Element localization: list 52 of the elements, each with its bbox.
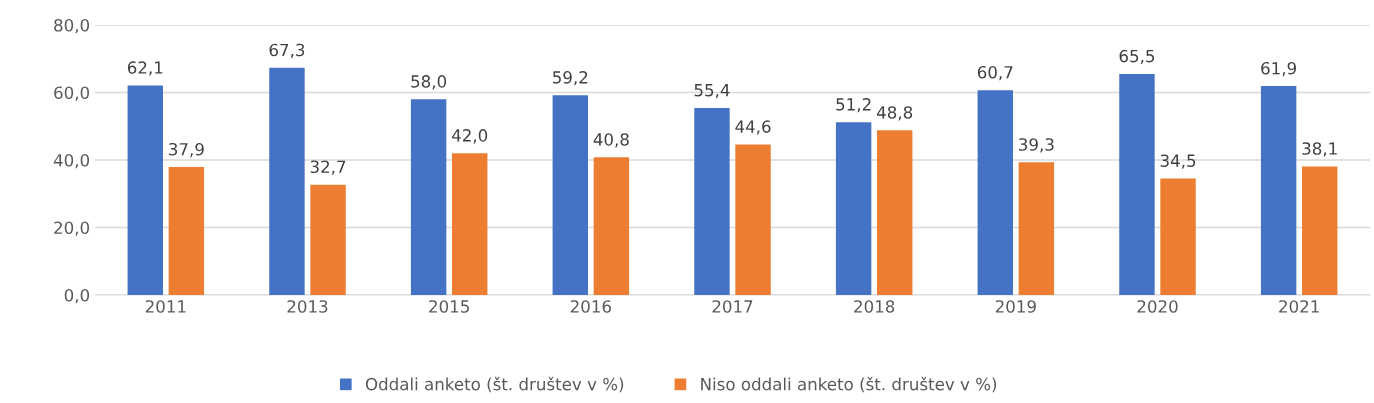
bar [552,95,588,295]
x-tick-label: 2018 [854,300,895,313]
y-tick-label: 80,0 [54,18,90,34]
legend-label: Niso oddali anketo (št. društev v %) [701,376,997,393]
y-tick-label: 40,0 [53,153,90,169]
data-label: 40,8 [593,133,629,148]
x-tick-label: 2011 [145,300,186,313]
data-label: 58,0 [411,75,447,90]
bar [1119,73,1155,295]
x-tick-label: 2021 [1279,300,1319,313]
legend-label: Oddali anketo (št. društev v %) [365,376,624,393]
x-tick-label: 2019 [995,300,1036,313]
data-label: 44,6 [735,120,771,135]
data-label: 37,9 [169,142,204,158]
bar [593,157,630,295]
x-tick-label: 2015 [429,300,469,313]
data-label: 62,1 [127,61,163,76]
bar [977,90,1013,295]
y-tick-label: 60,0 [54,86,90,101]
x-tick-label: 2020 [1137,300,1178,313]
data-label: 61,9 [1261,61,1297,77]
y-tick-label: 0,0 [64,288,90,304]
bar [1160,178,1196,295]
bar [168,167,205,295]
x-tick-label: 2017 [712,300,753,313]
data-label: 65,5 [1119,49,1155,65]
data-label: 55,4 [694,84,730,99]
bar [835,122,872,295]
bar [269,67,305,295]
data-label: 38,1 [1302,142,1337,157]
bar [452,153,488,295]
bar [1018,162,1055,295]
data-label: 59,2 [553,71,588,86]
data-label: 39,3 [1019,138,1054,153]
bar [1302,166,1338,295]
bar [127,85,163,295]
data-label: 60,7 [977,65,1013,81]
x-tick-label: 2013 [287,300,328,313]
bar [310,184,346,295]
data-label: 32,7 [310,160,346,175]
data-label: 34,5 [1160,154,1196,169]
bar [694,108,730,295]
bar [410,99,447,295]
data-label: 51,2 [836,98,871,113]
x-tick-label: 2016 [570,300,611,313]
bar [877,130,913,295]
data-label: 67,3 [269,43,305,58]
data-label: 42,0 [451,129,488,144]
bar [1260,86,1297,295]
data-label: 48,8 [876,106,913,121]
y-tick-label: 20,0 [54,221,90,236]
bar [735,144,771,295]
